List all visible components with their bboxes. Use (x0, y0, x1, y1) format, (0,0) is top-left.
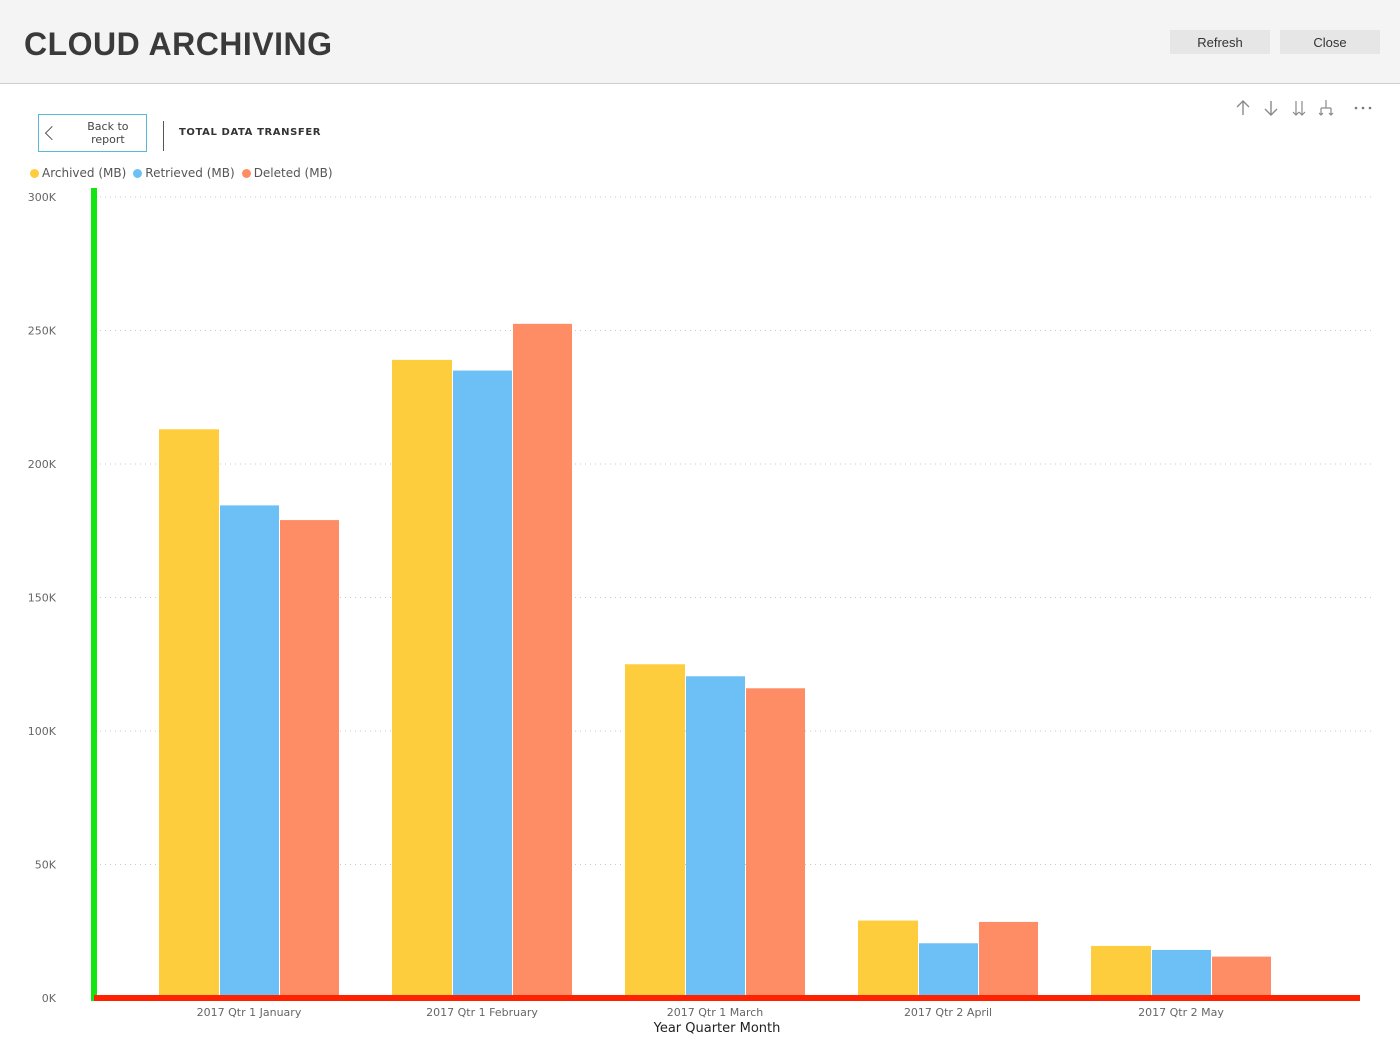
expand-hierarchy-icon[interactable] (1317, 98, 1337, 118)
y-tick-label: 50K (35, 859, 57, 872)
bar (919, 943, 978, 998)
bar (1152, 949, 1211, 998)
bar (392, 359, 452, 998)
drill-up-icon[interactable] (1233, 98, 1253, 118)
visual-title: TOTAL DATA TRANSFER (179, 127, 322, 138)
chart-legend: Archived (MB) Retrieved (MB) Deleted (MB… (30, 166, 340, 180)
bar (625, 664, 685, 998)
legend-item-archived[interactable]: Archived (MB) (30, 166, 126, 180)
legend-dot-retrieved (133, 168, 143, 178)
y-tick-label: 150K (28, 592, 57, 605)
bar (858, 920, 918, 998)
bar (686, 676, 745, 998)
legend-item-deleted[interactable]: Deleted (MB) (241, 166, 333, 180)
bar (280, 520, 339, 998)
bar (1091, 945, 1151, 998)
bar (979, 921, 1038, 998)
x-axis-line (94, 995, 1360, 1001)
bar (159, 429, 219, 998)
y-tick-label: 250K (28, 325, 57, 338)
bar (746, 688, 805, 998)
y-tick-label: 0K (42, 992, 57, 1005)
app-header: CLOUD ARCHIVING Refresh Close (0, 0, 1400, 84)
expand-all-down-icon[interactable] (1289, 98, 1309, 118)
legend-item-retrieved[interactable]: Retrieved (MB) (133, 166, 235, 180)
back-to-report-label: Back to report (87, 120, 129, 146)
y-tick-label: 300K (28, 191, 57, 204)
y-tick-label: 200K (28, 458, 57, 471)
x-tick-label: 2017 Qtr 2 April (904, 1006, 992, 1019)
legend-label-deleted: Deleted (MB) (253, 166, 333, 180)
legend-dot-archived (30, 168, 39, 178)
close-button[interactable]: Close (1280, 30, 1380, 54)
refresh-button[interactable]: Refresh (1170, 30, 1270, 54)
x-tick-label: 2017 Qtr 1 January (197, 1006, 302, 1019)
legend-dot-deleted (241, 168, 251, 178)
x-tick-label: 2017 Qtr 2 May (1138, 1006, 1224, 1019)
x-axis-title: Year Quarter Month (653, 1021, 781, 1036)
x-tick-label: 2017 Qtr 1 February (426, 1006, 538, 1019)
bar (1212, 956, 1271, 998)
y-axis-line (91, 188, 97, 1001)
legend-label-retrieved: Retrieved (MB) (145, 166, 235, 180)
bar (220, 505, 279, 998)
more-options-icon[interactable] (1353, 98, 1373, 118)
drill-down-icon[interactable] (1261, 98, 1281, 118)
toolbar-divider (163, 121, 164, 151)
x-tick-label: 2017 Qtr 1 March (667, 1006, 764, 1019)
bar (453, 370, 512, 998)
bar (513, 323, 572, 998)
y-tick-label: 100K (28, 725, 57, 738)
back-to-report-button[interactable]: Back to report (38, 114, 147, 152)
legend-label-archived: Archived (MB) (42, 166, 127, 180)
app-title: CLOUD ARCHIVING (24, 26, 333, 62)
